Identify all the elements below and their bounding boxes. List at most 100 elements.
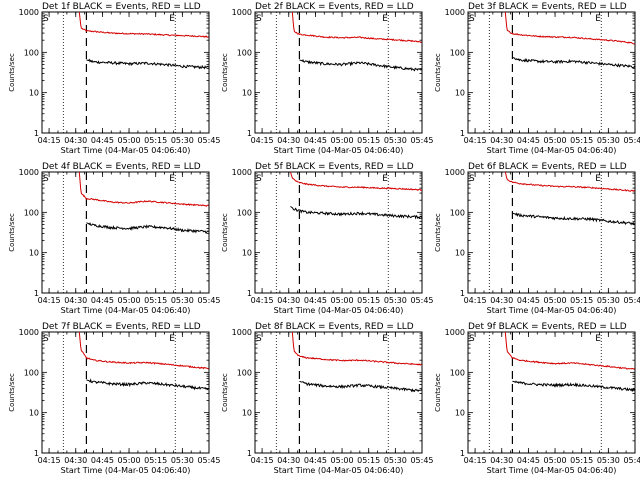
end-marker: E: [382, 174, 388, 184]
x-tick-label: 05:30: [597, 136, 620, 145]
lld-series-line: [504, 171, 635, 193]
y-tick-label: 1000: [19, 8, 39, 17]
detector-panel-9: Det 9f BLACK = Events, RED = LLD 1 10 100 10…: [434, 322, 640, 475]
y-tick-label: 1000: [19, 328, 39, 337]
x-tick-label: 05:00: [544, 456, 567, 465]
x-axis-label: Start Time (04-Mar-05 04:06:40): [274, 466, 404, 475]
x-axis-label: Start Time (04-Mar-05 04:06:40): [274, 306, 404, 315]
start-marker: S: [256, 14, 262, 24]
x-tick-label: 04:45: [517, 296, 540, 305]
x-tick-label: 04:45: [304, 296, 327, 305]
y-tick-label: 100: [24, 208, 39, 217]
y-axis-label: Counts/sec: [434, 213, 442, 252]
x-tick-label: 05:30: [597, 456, 620, 465]
x-tick-label: 05:15: [357, 456, 380, 465]
x-tick-label: 05:00: [118, 296, 141, 305]
x-tick-label: 04:15: [464, 136, 487, 145]
x-tick-label: 04:30: [490, 296, 513, 305]
detector-panel-6: Det 6f BLACK = Events, RED = LLD 1 10 100 10…: [434, 162, 640, 315]
y-tick-label: 10: [242, 89, 252, 98]
panel-title: Det 4f BLACK = Events, RED = LLD: [42, 162, 201, 172]
panel-title: Det 8f BLACK = Events, RED = LLD: [255, 322, 414, 332]
plot-frame: [467, 11, 636, 134]
plot-frame: [467, 171, 636, 294]
x-axis-label: Start Time (04-Mar-05 04:06:40): [487, 466, 617, 475]
lld-series-line: [78, 171, 209, 207]
x-tick-label: 05:45: [623, 136, 640, 145]
x-tick-label: 04:15: [38, 296, 61, 305]
end-marker: E: [169, 334, 175, 344]
start-marker: S: [469, 334, 475, 344]
lld-series-line: [78, 331, 209, 370]
x-tick-label: 04:15: [464, 296, 487, 305]
y-axis-label: Counts/sec: [8, 373, 16, 412]
x-tick-label: 04:45: [517, 456, 540, 465]
x-tick-label: 05:00: [331, 456, 354, 465]
y-tick-label: 1: [34, 449, 39, 458]
x-tick-label: 05:15: [357, 136, 380, 145]
y-tick-label: 1: [460, 289, 465, 298]
plot-frame: [467, 331, 636, 454]
end-marker: E: [382, 14, 388, 24]
y-tick-label: 10: [242, 249, 252, 258]
x-tick-label: 05:15: [144, 136, 167, 145]
events-series-line: [86, 378, 209, 391]
y-tick-label: 10: [455, 409, 465, 418]
y-axis-label: Counts/sec: [221, 373, 229, 412]
y-tick-label: 10: [242, 409, 252, 418]
x-tick-label: 05:30: [171, 296, 194, 305]
x-tick-label: 05:30: [597, 296, 620, 305]
x-tick-label: 05:45: [197, 296, 220, 305]
y-tick-label: 10: [29, 89, 39, 98]
y-tick-label: 1000: [445, 168, 465, 177]
y-tick-label: 100: [450, 368, 465, 377]
y-tick-label: 100: [450, 48, 465, 57]
start-marker: S: [256, 334, 262, 344]
y-axis-label: Counts/sec: [221, 213, 229, 252]
y-axis-label: Counts/sec: [434, 53, 442, 92]
x-axis-label: Start Time (04-Mar-05 04:06:40): [61, 466, 191, 475]
lld-series-line: [290, 171, 422, 191]
x-tick-label: 05:00: [331, 136, 354, 145]
start-marker: S: [469, 174, 475, 184]
y-tick-label: 10: [29, 409, 39, 418]
y-tick-label: 1: [460, 129, 465, 138]
x-axis-label: Start Time (04-Mar-05 04:06:40): [274, 146, 404, 155]
x-tick-label: 04:30: [64, 456, 87, 465]
end-marker: E: [382, 334, 388, 344]
y-tick-label: 100: [237, 208, 252, 217]
y-tick-label: 100: [24, 48, 39, 57]
start-marker: S: [43, 14, 49, 24]
y-tick-label: 1000: [445, 8, 465, 17]
start-marker: S: [43, 174, 49, 184]
y-tick-label: 1: [247, 449, 252, 458]
y-tick-label: 1000: [232, 168, 252, 177]
plot-frame: [254, 331, 423, 454]
y-tick-label: 100: [237, 48, 252, 57]
x-axis-label: Start Time (04-Mar-05 04:06:40): [487, 146, 617, 155]
events-series-line: [512, 56, 636, 69]
x-tick-label: 04:30: [490, 136, 513, 145]
detector-panel-3: Det 3f BLACK = Events, RED = LLD 1 10 100 10…: [434, 2, 640, 155]
x-tick-label: 04:45: [91, 136, 114, 145]
x-tick-label: 04:30: [277, 296, 300, 305]
detector-panel-7: Det 7f BLACK = Events, RED = LLD 1 10 100 10…: [8, 322, 221, 475]
x-tick-label: 05:45: [623, 296, 640, 305]
events-series-line: [86, 222, 209, 234]
detector-panel-1: Det 1f BLACK = Events, RED = LLD 1 10 100 10…: [8, 2, 221, 155]
end-marker: E: [595, 334, 601, 344]
x-tick-label: 05:00: [544, 296, 567, 305]
events-series-line: [512, 380, 636, 393]
lld-series-line: [291, 331, 422, 366]
x-tick-label: 04:30: [277, 136, 300, 145]
x-tick-label: 05:45: [410, 136, 433, 145]
start-marker: S: [469, 14, 475, 24]
y-axis-label: Counts/sec: [221, 53, 229, 92]
lld-series-line: [291, 11, 422, 44]
x-tick-label: 04:15: [251, 456, 274, 465]
y-tick-label: 1000: [232, 328, 252, 337]
x-tick-label: 05:00: [118, 456, 141, 465]
plot-frame: [41, 171, 210, 294]
x-tick-label: 05:30: [171, 136, 194, 145]
